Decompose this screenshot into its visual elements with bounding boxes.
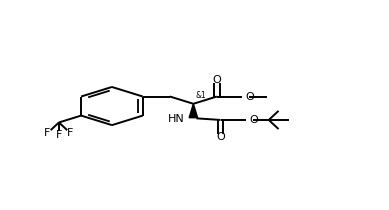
Text: F: F [44,128,51,138]
Text: HN: HN [168,114,184,124]
Polygon shape [189,104,198,118]
Text: F: F [56,130,62,140]
Text: O: O [216,132,225,142]
Text: O: O [245,92,254,101]
Text: F: F [67,128,74,138]
Text: O: O [212,75,221,85]
Text: O: O [249,115,258,125]
Text: &1: &1 [196,91,207,100]
